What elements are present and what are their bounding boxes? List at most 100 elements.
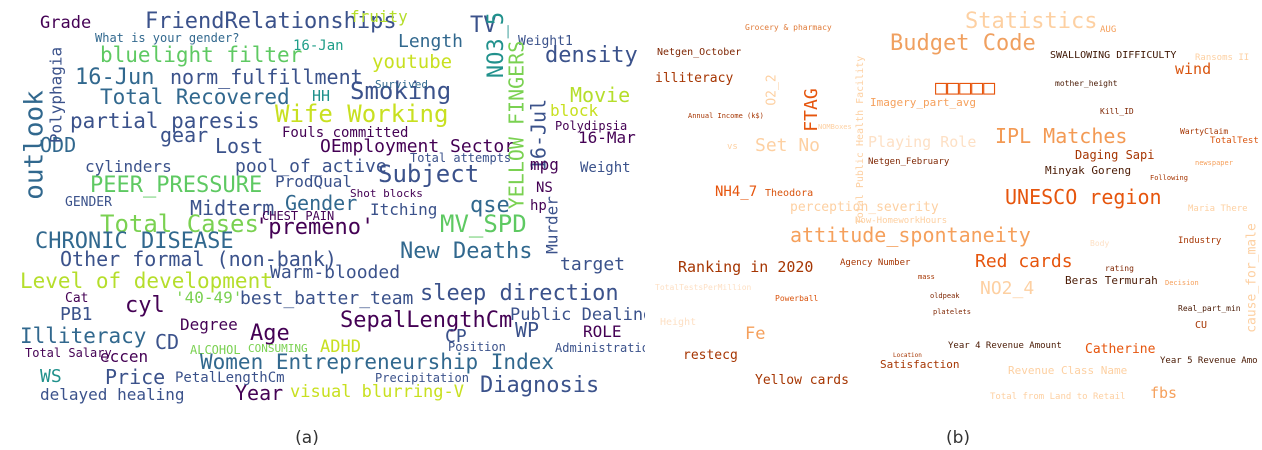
word: hp [530, 198, 547, 214]
word: Administration [555, 341, 656, 355]
word: Murder [543, 196, 562, 254]
word: Kill_ID [1100, 107, 1134, 116]
word: '40-49' [175, 288, 242, 307]
word: CD [155, 330, 179, 354]
word: SepalLengthCm [340, 308, 512, 333]
word: TotalTestsPerMillion [655, 283, 752, 292]
word: Shot blocks [350, 187, 423, 200]
word: Year 4 Revenue Amount [948, 341, 1062, 351]
word: Smoking [350, 77, 451, 105]
word: Other formal (non-bank) [60, 247, 337, 271]
word: OEmployment Sector [320, 136, 515, 157]
word: rating [1105, 264, 1134, 273]
word: Total attempts [410, 151, 511, 165]
word: Statistics [965, 9, 1097, 34]
word: CHRONIC DISEASE [35, 229, 234, 254]
word: NOMBoxes [818, 123, 852, 131]
word: Subject [378, 160, 479, 188]
word: Revenue Class Name [1008, 364, 1127, 377]
word: Imagery_part_avg [870, 96, 976, 109]
word: YELLOW FINGERS [505, 41, 529, 210]
word: FTAG [801, 88, 822, 131]
word: Price [105, 365, 165, 389]
word: newspaper [1195, 159, 1233, 167]
word: Powerball [775, 294, 819, 303]
word: Age [250, 321, 290, 346]
word: mass [918, 273, 935, 281]
word: 16-Mar [578, 128, 636, 147]
word: HH [312, 87, 330, 105]
word: WP [515, 318, 539, 342]
word: best_batter_team [240, 288, 413, 309]
word: Movie [570, 83, 630, 107]
word: Maria There [1188, 204, 1248, 214]
word: 16-Jun [75, 65, 154, 90]
word: platelets [933, 308, 971, 316]
word: Survived [375, 78, 428, 91]
word: PEER_PRESSURE [90, 173, 262, 198]
word: cyl [125, 293, 165, 318]
word: density [545, 43, 638, 68]
word: IPL Matches [995, 124, 1127, 148]
word: oldpeak [930, 292, 960, 300]
word: Year 5 Revenue Amo [1160, 356, 1258, 366]
word: Yellow cards [755, 373, 849, 388]
word: MV_SPD [440, 210, 527, 238]
word: Red cards [975, 251, 1073, 272]
word: Minyak Goreng [1045, 164, 1131, 177]
word: Weight [580, 160, 631, 176]
word: Agency Number [840, 258, 911, 268]
word: Polydipsia [555, 119, 627, 133]
word: Beras Termurah [1065, 274, 1158, 287]
word: outlook [20, 90, 50, 200]
word: delayed healing [40, 385, 185, 404]
panel-label: (a) [295, 428, 319, 448]
word: wind [1175, 60, 1211, 78]
word: eccen [100, 347, 148, 366]
word: pool_of_active [235, 156, 387, 177]
word: Now-HomeworkHours [855, 216, 947, 226]
word: Ranking in 2020 [678, 258, 813, 276]
word: target [560, 254, 625, 275]
word: fruity [350, 7, 408, 26]
word: attitude_spontaneity [790, 223, 1031, 247]
word: 16-Jul [527, 99, 551, 171]
word: Weight1 [518, 34, 573, 49]
word: Grocery & pharmacy [745, 23, 832, 32]
word: norm_fulfillment [170, 65, 363, 89]
word: ROLE [583, 322, 622, 341]
word: illiteracy [655, 71, 733, 86]
word: cylinders [85, 157, 172, 176]
word: Fe [745, 324, 765, 344]
word: Precipitation [375, 371, 469, 385]
word: PetalLengthCm [175, 370, 285, 386]
word: Public Dealing [510, 305, 653, 325]
word: restecg [683, 348, 738, 363]
word: Length [398, 31, 463, 52]
word: Wife Working [275, 100, 448, 128]
word: gear [160, 123, 208, 147]
word: NH4_7 [715, 184, 757, 200]
word: Grade [40, 13, 91, 33]
word: PB1 [60, 304, 93, 325]
word: sleep direction [420, 281, 619, 306]
word: youtube [372, 51, 452, 73]
word: bluelight filter [100, 43, 302, 67]
word: WartyClaim [1180, 127, 1228, 136]
word: O2_2 [765, 74, 780, 105]
word: ADHD [320, 337, 361, 357]
word: Satisfaction [880, 358, 959, 371]
word: WS [40, 366, 62, 387]
word: Degree [180, 315, 238, 334]
word: TotalTest [1210, 136, 1259, 146]
word: Cat [65, 291, 88, 306]
word: Position [448, 340, 506, 354]
word: visual blurring-V [290, 382, 464, 402]
word: 'premeno' [255, 215, 374, 240]
word: Total Public Health Facility [855, 56, 866, 225]
word: Midterm [190, 196, 274, 220]
word: □□□□□ [935, 75, 995, 99]
word: What is your gender? [95, 31, 240, 45]
word: New Deaths [400, 239, 532, 264]
